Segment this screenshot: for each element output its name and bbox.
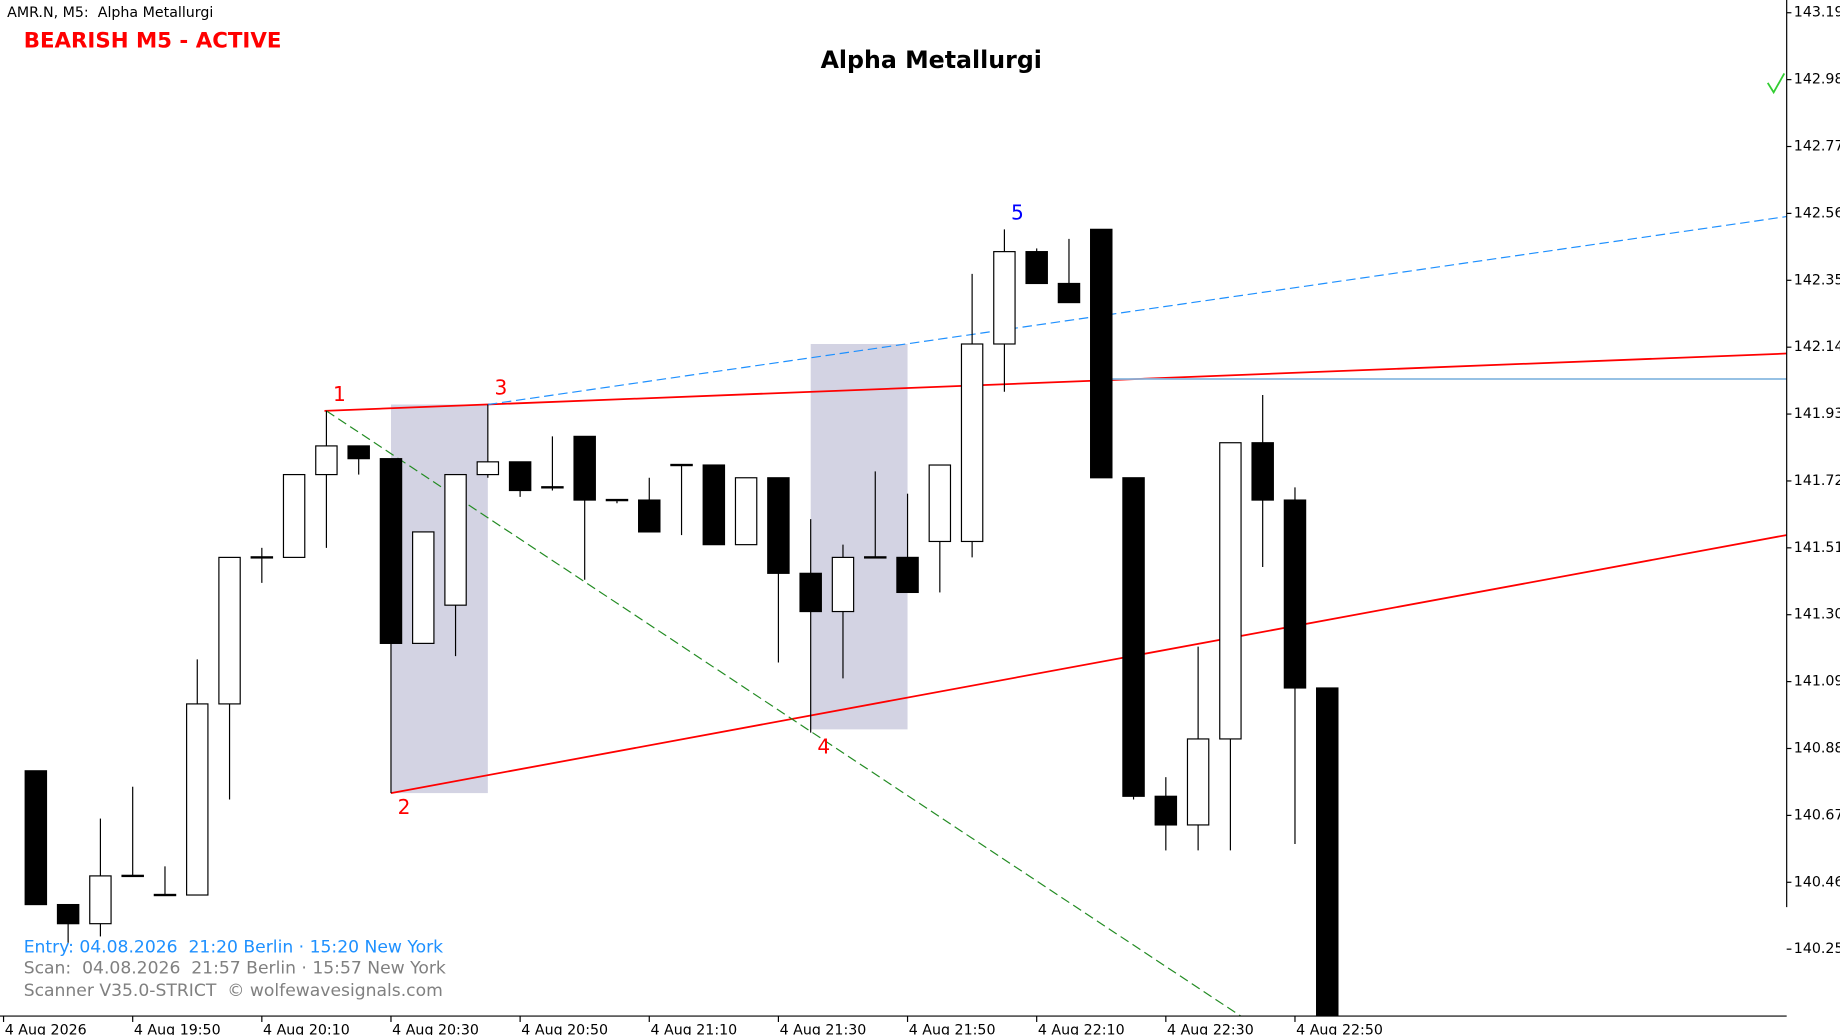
y-tick-label: 141.51 <box>1794 540 1840 556</box>
y-tick-label: 142.98 <box>1794 72 1840 88</box>
x-tick-label: 4 Aug 21:30 <box>780 1022 867 1035</box>
candle-body <box>1057 282 1081 304</box>
x-tick-label: 4 Aug 20:30 <box>392 1022 479 1035</box>
candle-body <box>89 875 112 925</box>
y-tick-label: 140.88 <box>1794 741 1840 757</box>
candle-body <box>1025 251 1048 285</box>
candle-body <box>1316 687 1339 1017</box>
y-tick-label: 143.19 <box>1794 5 1840 21</box>
candle-body <box>121 874 144 878</box>
candle-body <box>767 477 790 574</box>
candle-body <box>218 556 241 705</box>
candle-body <box>864 556 887 559</box>
y-tick-label: 140.46 <box>1794 874 1840 890</box>
x-tick-label: 4 Aug 22:10 <box>1038 1022 1125 1035</box>
candle-body <box>541 486 564 489</box>
candle-body <box>670 463 693 467</box>
candle-body <box>315 445 338 476</box>
candle-body <box>1251 442 1274 501</box>
trend-line <box>487 216 1787 406</box>
candle-body <box>1283 499 1307 689</box>
y-tick-label: 141.72 <box>1794 473 1840 489</box>
candle-body <box>347 445 370 460</box>
y-tick-label: 141.09 <box>1794 674 1840 690</box>
trend-line <box>326 410 1242 1017</box>
x-tick-label: 4 Aug 20:50 <box>521 1022 608 1035</box>
x-tick-label: 4 Aug 22:30 <box>1167 1022 1254 1035</box>
candle-body <box>799 572 822 613</box>
candle-body <box>831 556 855 613</box>
y-tick-label: 140.25 <box>1794 941 1840 957</box>
plot-area <box>24 216 1787 1017</box>
candle-body <box>896 556 919 594</box>
candle-body <box>1154 795 1178 826</box>
candle-body <box>1090 228 1113 479</box>
entry-info: Entry: 04.08.2026 21:20 Berlin · 15:20 N… <box>24 937 443 957</box>
candle-body <box>476 461 500 476</box>
candle-body <box>508 461 532 492</box>
wave-label: 3 <box>494 376 507 400</box>
candle-body <box>928 464 952 543</box>
check-icon <box>1766 72 1786 95</box>
pattern-zone <box>810 343 908 730</box>
trend-line <box>324 352 1787 412</box>
y-tick-label: 142.77 <box>1794 139 1840 155</box>
candle-body <box>56 903 80 925</box>
candle-body <box>638 499 661 533</box>
wave-label: 1 <box>333 382 346 406</box>
candle-body <box>186 703 209 896</box>
x-tick-label: 4 Aug 20:10 <box>263 1022 350 1035</box>
pattern-zone <box>390 404 488 794</box>
candle-body <box>1186 738 1210 826</box>
y-tick-label: 140.67 <box>1794 807 1840 823</box>
candle-body <box>282 473 306 558</box>
wave-label: 5 <box>1011 200 1024 224</box>
x-tick-label: 4 Aug 22:50 <box>1296 1022 1383 1035</box>
y-tick-label: 142.56 <box>1794 205 1840 221</box>
candle-body <box>960 343 984 543</box>
scan-info: Scan: 04.08.2026 21:57 Berlin · 15:57 Ne… <box>24 959 446 979</box>
wave-label: 4 <box>817 734 830 758</box>
trend-line <box>390 534 1787 794</box>
candle-body <box>573 435 596 501</box>
candle-body <box>250 556 274 559</box>
candle-body <box>24 770 48 906</box>
candle-body <box>702 464 726 546</box>
scanner-info: Scanner V35.0-STRICT © wolfewavesignals.… <box>24 981 443 1001</box>
wave-label: 2 <box>398 795 411 819</box>
candle-body <box>153 893 177 897</box>
chart-title: Alpha Metallurgi <box>821 46 1042 74</box>
x-tick-label: 4 Aug 19:50 <box>134 1022 221 1035</box>
x-tick-label: 4 Aug 2026 <box>5 1022 87 1035</box>
chart-header: AMR.N, M5: Alpha Metallurgi <box>7 5 213 21</box>
candle-body <box>734 477 758 546</box>
y-tick-label: 141.30 <box>1794 607 1840 623</box>
candle-body <box>379 458 403 644</box>
y-tick-label: 142.35 <box>1794 272 1840 288</box>
status-label: BEARISH M5 - ACTIVE <box>24 28 282 53</box>
x-tick-label: 4 Aug 21:10 <box>650 1022 737 1035</box>
candle-body <box>993 251 1016 345</box>
candle-body <box>1219 442 1242 740</box>
x-tick-label: 4 Aug 21:50 <box>909 1022 996 1035</box>
candle-body <box>444 473 467 606</box>
y-tick-label: 142.14 <box>1794 339 1840 355</box>
candle-body <box>605 498 629 502</box>
y-tick-label: 141.93 <box>1794 406 1840 422</box>
candle-body <box>412 531 435 644</box>
candle-body <box>1122 477 1145 797</box>
